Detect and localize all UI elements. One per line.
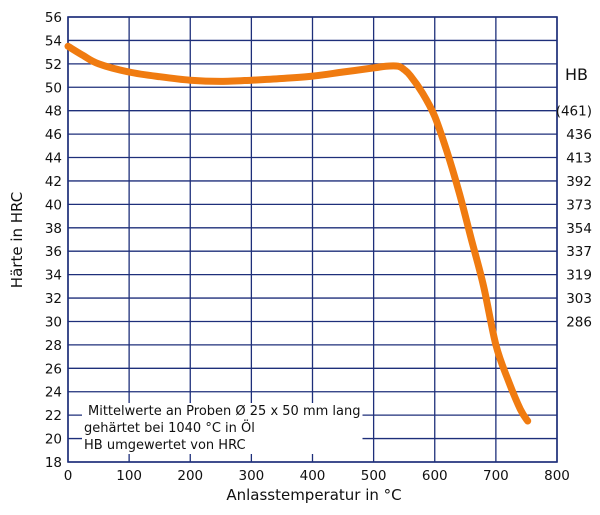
secondary-axis-label: HB [565, 65, 588, 84]
y-tick-label-34: 34 [45, 268, 62, 284]
y-tick-label-20: 20 [45, 432, 62, 448]
hb-tick-label-319: 319 [566, 268, 592, 284]
y-tick-label-56: 56 [45, 10, 62, 26]
x-tick-label-100: 100 [116, 468, 142, 484]
y-tick-label-22: 22 [45, 408, 62, 424]
x-axis-label: Anlasstemperatur in °C [226, 486, 401, 504]
plot-frame [67, 16, 558, 463]
x-tick-label-0: 0 [64, 468, 73, 484]
y-tick-label-30: 30 [45, 314, 62, 330]
y-tick-label-24: 24 [45, 385, 62, 401]
annotation-line-2: gehärtet bei 1040 °C in Öl [84, 419, 255, 436]
y-tick-label-50: 50 [45, 80, 62, 96]
x-tick-label-800: 800 [544, 468, 570, 484]
y-tick-label-26: 26 [45, 361, 62, 377]
hardness-curve-0 [64, 42, 532, 425]
y-tick-label-44: 44 [45, 151, 62, 167]
y-tick-label-48: 48 [45, 104, 62, 120]
hb-tick-label-286: 286 [566, 314, 592, 330]
x-tick-label-500: 500 [361, 468, 387, 484]
hb-tick-label-413: 413 [566, 151, 592, 167]
hb-tick-label-337: 337 [566, 244, 592, 260]
x-tick-label-700: 700 [483, 468, 509, 484]
x-tick-label-600: 600 [422, 468, 448, 484]
hb-tick-label-373: 373 [566, 197, 592, 213]
y-tick-label-42: 42 [45, 174, 62, 190]
hb-tick-label-461: (461) [556, 104, 592, 120]
series-layer [64, 42, 532, 425]
y-tick-label-32: 32 [45, 291, 62, 307]
hb-tick-label-436: 436 [566, 127, 592, 143]
y-tick-label-40: 40 [45, 197, 62, 213]
hb-tick-label-392: 392 [566, 174, 592, 190]
x-tick-label-400: 400 [300, 468, 326, 484]
hb-tick-label-354: 354 [566, 221, 592, 237]
y-tick-label-52: 52 [45, 57, 62, 73]
annotation-line-3: HB umgewertet von HRC [84, 438, 246, 453]
y-tick-label-54: 54 [45, 33, 62, 49]
tick-label-layer: 0 100 200 300 400 500 600 700 800182022242628303… [45, 10, 592, 484]
annotation-line-1: Mittelwerte an Proben Ø 25 x 50 mm lang [88, 404, 361, 419]
annotation-background [82, 403, 363, 454]
annotation-box: Mittelwerte an Proben Ø 25 x 50 mm lang … [82, 403, 363, 454]
y-tick-label-36: 36 [45, 244, 62, 260]
y-tick-label-28: 28 [45, 338, 62, 354]
y-axis-label: Härte in HRC [8, 192, 26, 288]
hb-tick-label-303: 303 [566, 291, 592, 307]
y-tick-label-46: 46 [45, 127, 62, 143]
y-tick-label-38: 38 [45, 221, 62, 237]
x-tick-label-300: 300 [238, 468, 264, 484]
y-tick-label-18: 18 [45, 455, 62, 471]
x-tick-label-200: 200 [177, 468, 203, 484]
